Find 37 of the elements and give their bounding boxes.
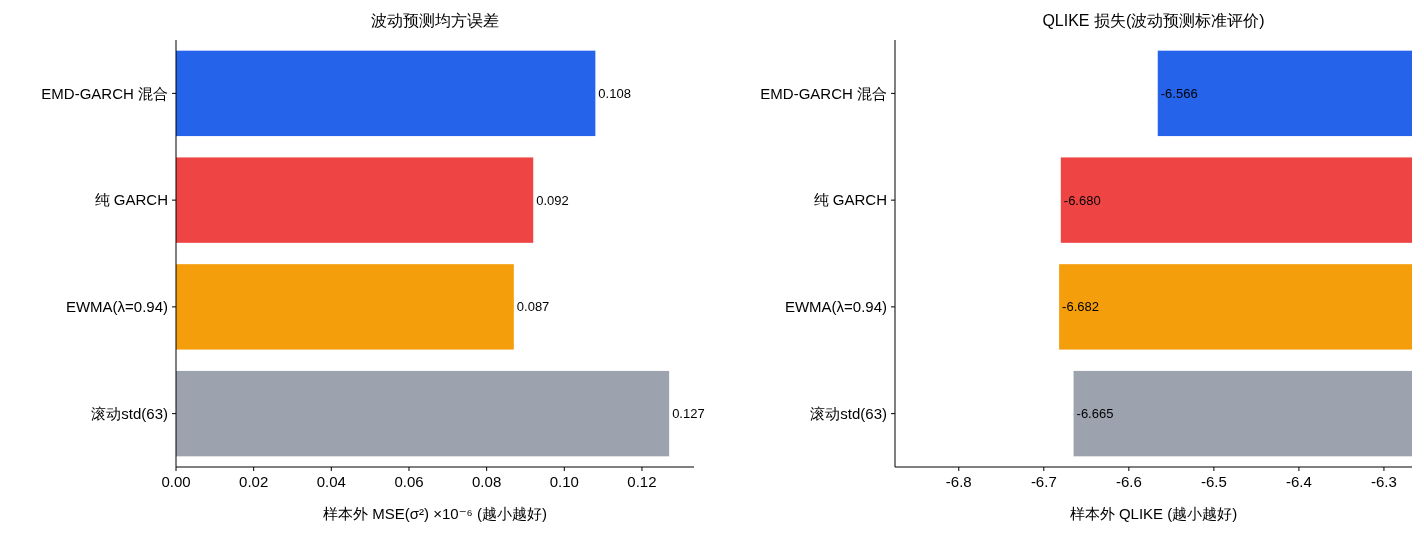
y-tick-label: EMD-GARCH 混合 bbox=[760, 84, 887, 102]
x-tick-label: 0.12 bbox=[627, 473, 657, 490]
x-tick-label: -6.5 bbox=[1200, 473, 1227, 490]
y-tick-label: 纯 GARCH bbox=[813, 191, 887, 209]
bar bbox=[176, 50, 596, 137]
x-tick-label: 0.00 bbox=[161, 473, 191, 490]
x-tick-label: 0.06 bbox=[394, 473, 424, 490]
y-tick-label: EMD-GARCH 混合 bbox=[41, 84, 168, 102]
x-tick-label: -6.7 bbox=[1030, 473, 1057, 490]
x-tick-label: 0.08 bbox=[472, 473, 502, 490]
y-tick-label: 滚动std(63) bbox=[810, 404, 887, 422]
x-axis-title: 样本外 QLIKE (越小越好) bbox=[1069, 505, 1238, 522]
data-label: -6.682 bbox=[1062, 299, 1099, 315]
x-tick-label: -6.4 bbox=[1285, 473, 1312, 490]
data-label: -6.665 bbox=[1076, 406, 1114, 422]
chart-title: 波动预测均方误差 bbox=[371, 12, 499, 29]
x-tick-label: 0.04 bbox=[316, 473, 346, 490]
data-label: 0.127 bbox=[672, 406, 705, 422]
y-tick-label: EWMA(λ=0.94) bbox=[65, 298, 168, 316]
x-tick-label: -6.3 bbox=[1371, 473, 1397, 490]
x-tick-label: -6.6 bbox=[1115, 473, 1142, 490]
data-label: -6.680 bbox=[1063, 192, 1101, 208]
data-label: 0.092 bbox=[536, 192, 569, 208]
x-tick-label: 0.02 bbox=[239, 473, 269, 490]
y-tick-label: 纯 GARCH bbox=[94, 191, 168, 209]
y-tick-label: 滚动std(63) bbox=[91, 404, 168, 422]
data-label: -6.566 bbox=[1160, 85, 1198, 101]
data-label: 0.108 bbox=[598, 85, 631, 101]
bar bbox=[176, 370, 670, 457]
x-tick-label: -6.8 bbox=[945, 473, 972, 490]
x-axis-title: 样本外 MSE(σ²) ×10⁻⁶ (越小越好) bbox=[323, 505, 547, 522]
bar bbox=[176, 157, 534, 243]
x-tick-label: 0.10 bbox=[549, 473, 579, 490]
bar bbox=[176, 264, 514, 350]
data-label: 0.087 bbox=[516, 299, 550, 315]
y-tick-label: EWMA(λ=0.94) bbox=[784, 298, 887, 316]
chart-title: QLIKE 损失(波动预测标准评价) bbox=[1042, 12, 1265, 29]
